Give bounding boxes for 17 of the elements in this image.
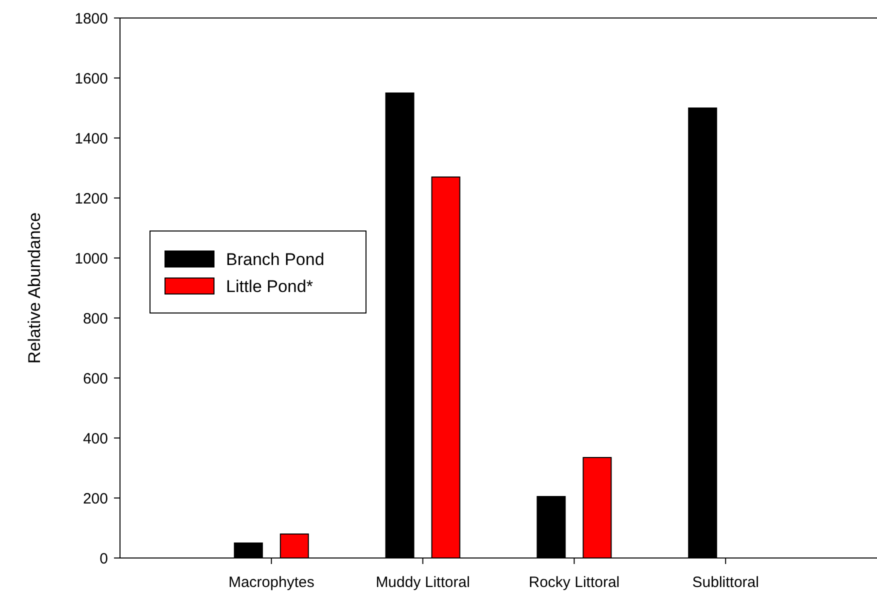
y-tick-label: 200 <box>82 490 108 508</box>
x-tick-label: Macrophytes <box>228 574 314 591</box>
legend-label: Branch Pond <box>226 250 324 269</box>
legend-label: Little Pond* <box>226 277 314 296</box>
y-axis-title: Relative Abundance <box>25 212 44 364</box>
x-tick-label: Sublittoral <box>692 574 759 591</box>
y-tick-label: 1200 <box>74 190 108 208</box>
y-tick-label: 1800 <box>74 10 108 28</box>
y-tick-label: 1000 <box>74 250 108 268</box>
y-tick-label: 600 <box>82 370 108 388</box>
y-tick-label: 800 <box>82 310 108 328</box>
y-tick-label: 400 <box>82 430 108 448</box>
x-tick-label: Muddy Littoral <box>376 574 470 591</box>
y-tick-label: 1400 <box>74 130 108 148</box>
y-tick-label: 1600 <box>74 70 108 88</box>
y-tick-label: 0 <box>100 550 108 568</box>
x-tick-label: Rocky Littoral <box>528 574 620 591</box>
